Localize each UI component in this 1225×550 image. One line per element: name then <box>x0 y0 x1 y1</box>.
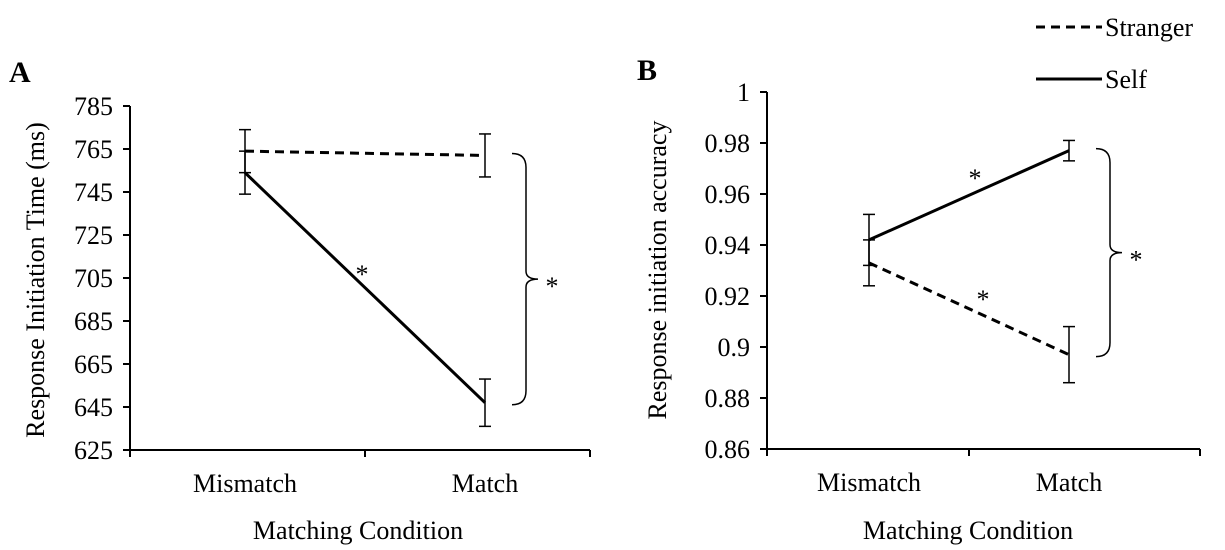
y-tick-label-b: 0.94 <box>705 231 751 260</box>
y-tick-label-b: 0.98 <box>705 129 751 158</box>
significance-bracket-a <box>511 152 539 406</box>
y-tick-label-b: 0.88 <box>705 384 751 413</box>
y-tick-label-a: 765 <box>74 135 113 164</box>
y-tick-label-a: 625 <box>74 436 113 465</box>
x-axis-title-b: Matching Condition <box>863 516 1073 545</box>
panel-a: 625 645 665 685 705 725 745 765 785 Mismatch Match… <box>74 92 591 498</box>
y-axis-title-b: Response initiation accuracy <box>643 121 672 420</box>
panel-label-b: B <box>637 54 657 87</box>
series-line-stranger-b <box>868 261 1070 357</box>
panel-label-a: A <box>9 56 31 89</box>
x-tick-label-b: Mismatch <box>817 468 921 497</box>
y-tick-label-b: 0.96 <box>705 180 751 209</box>
significance-asterisk-b: * <box>977 285 990 314</box>
x-tick-label-b: Match <box>1036 468 1102 497</box>
series-line-stranger-a <box>244 149 486 157</box>
x-tick-label-a: Match <box>452 469 518 498</box>
bracket-asterisk-b: * <box>1130 246 1143 275</box>
significance-bracket-b <box>1095 147 1123 358</box>
y-tick-label-b: 0.92 <box>705 282 751 311</box>
x-axis-title-a: Matching Condition <box>253 516 463 545</box>
x-tick-label-a: Mismatch <box>193 469 297 498</box>
panel-b: 0.86 0.88 0.9 0.92 0.94 0.96 0.98 1 Mismatch Matc… <box>705 78 1201 497</box>
legend-label-stranger: Stranger <box>1105 13 1193 42</box>
y-tick-label-a: 685 <box>74 307 113 336</box>
y-tick-label-a: 725 <box>74 221 113 250</box>
y-tick-label-b: 1 <box>737 78 750 107</box>
legend-label-self: Self <box>1105 65 1147 94</box>
significance-asterisk-a: * <box>356 260 369 289</box>
legend: Stranger Self <box>1036 13 1193 94</box>
y-tick-label-a: 665 <box>74 350 113 379</box>
y-tick-label-a: 785 <box>74 92 113 121</box>
series-line-self-b <box>868 149 1070 242</box>
y-axis-title-a: Response Initiation Time (ms) <box>21 122 50 438</box>
y-tick-label-b: 0.9 <box>718 333 751 362</box>
y-tick-label-a: 745 <box>74 178 113 207</box>
series-line-self-a <box>243 171 487 404</box>
y-tick-label-b: 0.86 <box>705 435 751 464</box>
significance-asterisk-b: * <box>969 164 982 193</box>
bracket-asterisk-a: * <box>546 272 559 301</box>
y-tick-label-a: 645 <box>74 393 113 422</box>
y-tick-label-a: 705 <box>74 264 113 293</box>
